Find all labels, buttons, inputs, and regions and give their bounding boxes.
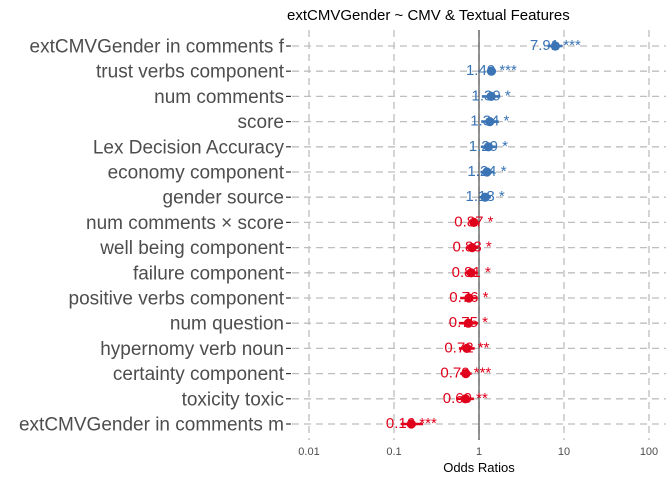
- estimate-point: [483, 142, 494, 152]
- x-tick-label: 100: [640, 446, 658, 458]
- y-axis-term-label: Lex Decision Accuracy: [93, 137, 285, 158]
- estimate-point: [550, 41, 560, 51]
- y-axis-term-label: num question: [170, 314, 284, 335]
- y-axis-term-label: toxicity toxic: [182, 389, 284, 410]
- estimate-value-label: 1.29 *: [469, 138, 508, 155]
- x-tick-label: 0.01: [298, 446, 319, 458]
- estimate-point: [486, 91, 496, 101]
- estimate-value-label: 1.34 *: [470, 113, 509, 130]
- estimate-point: [469, 217, 479, 227]
- chart-title: extCMVGender ~ CMV & Textual Features: [287, 7, 570, 24]
- estimate-point: [480, 192, 490, 202]
- y-axis-term-label: num comments × score: [86, 213, 284, 234]
- y-axis-term-label: well being component: [99, 238, 285, 259]
- estimate-point: [406, 419, 416, 429]
- estimate-value-label: 0.83 *: [453, 239, 492, 256]
- y-axis-term-label: hypernomy verb noun: [100, 339, 284, 360]
- estimate-point: [462, 343, 472, 353]
- estimate-point: [463, 318, 473, 328]
- y-axis-term-label: num comments: [154, 87, 284, 108]
- x-tick-label: 1: [476, 446, 482, 458]
- x-tick-label: 0.1: [386, 446, 401, 458]
- estimate-point: [485, 117, 495, 127]
- y-axis-term-label: gender source: [163, 188, 284, 209]
- estimate-value-label: 1.18 *: [466, 188, 505, 205]
- y-axis-term-label: positive verbs component: [69, 289, 285, 310]
- estimate-point: [466, 268, 476, 278]
- y-axis-ticks: [286, 45, 291, 425]
- estimate-point: [464, 293, 474, 303]
- y-axis-term-label: score: [238, 112, 284, 133]
- value-labels: 7.91 *** 1.40 *** 1.39 * 1.34 * 1.29 * 1.24 *…: [386, 37, 581, 432]
- y-axis-term-label: failure component: [133, 263, 285, 284]
- estimate-value-label: 7.91 ***: [530, 37, 581, 54]
- estimate-value-label: 0.16 ***: [386, 415, 437, 432]
- estimate-points: [406, 41, 560, 429]
- estimate-value-label: 0.69 **: [443, 390, 488, 407]
- estimate-value-label: 0.75 *: [449, 314, 488, 331]
- estimate-value-label: 0.76 *: [449, 289, 488, 306]
- x-tick-label: 10: [558, 446, 570, 458]
- estimate-value-label: 0.87 *: [454, 213, 493, 230]
- estimate-point: [467, 243, 477, 253]
- y-axis-term-label: economy component: [108, 163, 285, 184]
- estimate-point: [486, 66, 497, 76]
- y-axis-labels: extCMVGender in comments f trust verbs co…: [19, 37, 285, 436]
- y-axis-term-label: certainty component: [113, 364, 285, 385]
- y-axis-term-label: trust verbs component: [96, 62, 285, 83]
- y-axis-term-label: extCMVGender in comments f: [30, 37, 285, 58]
- y-axis-term-label: extCMVGender in comments m: [19, 415, 284, 436]
- estimate-point: [461, 369, 471, 379]
- estimate-value-label: 1.39 *: [472, 87, 511, 104]
- estimate-value-label: 0.72 **: [444, 339, 489, 356]
- estimate-point: [460, 394, 470, 404]
- estimate-point: [482, 167, 492, 177]
- x-axis-ticks: 0.01 0.1 1 10 100: [298, 446, 658, 458]
- estimate-value-label: 0.81 *: [452, 264, 491, 281]
- estimate-value-label: 0.70 ***: [440, 365, 491, 382]
- x-axis-label: Odds Ratios: [443, 460, 515, 475]
- estimate-value-label: 1.24 *: [467, 163, 506, 180]
- estimate-value-label: 1.40 ***: [466, 62, 517, 79]
